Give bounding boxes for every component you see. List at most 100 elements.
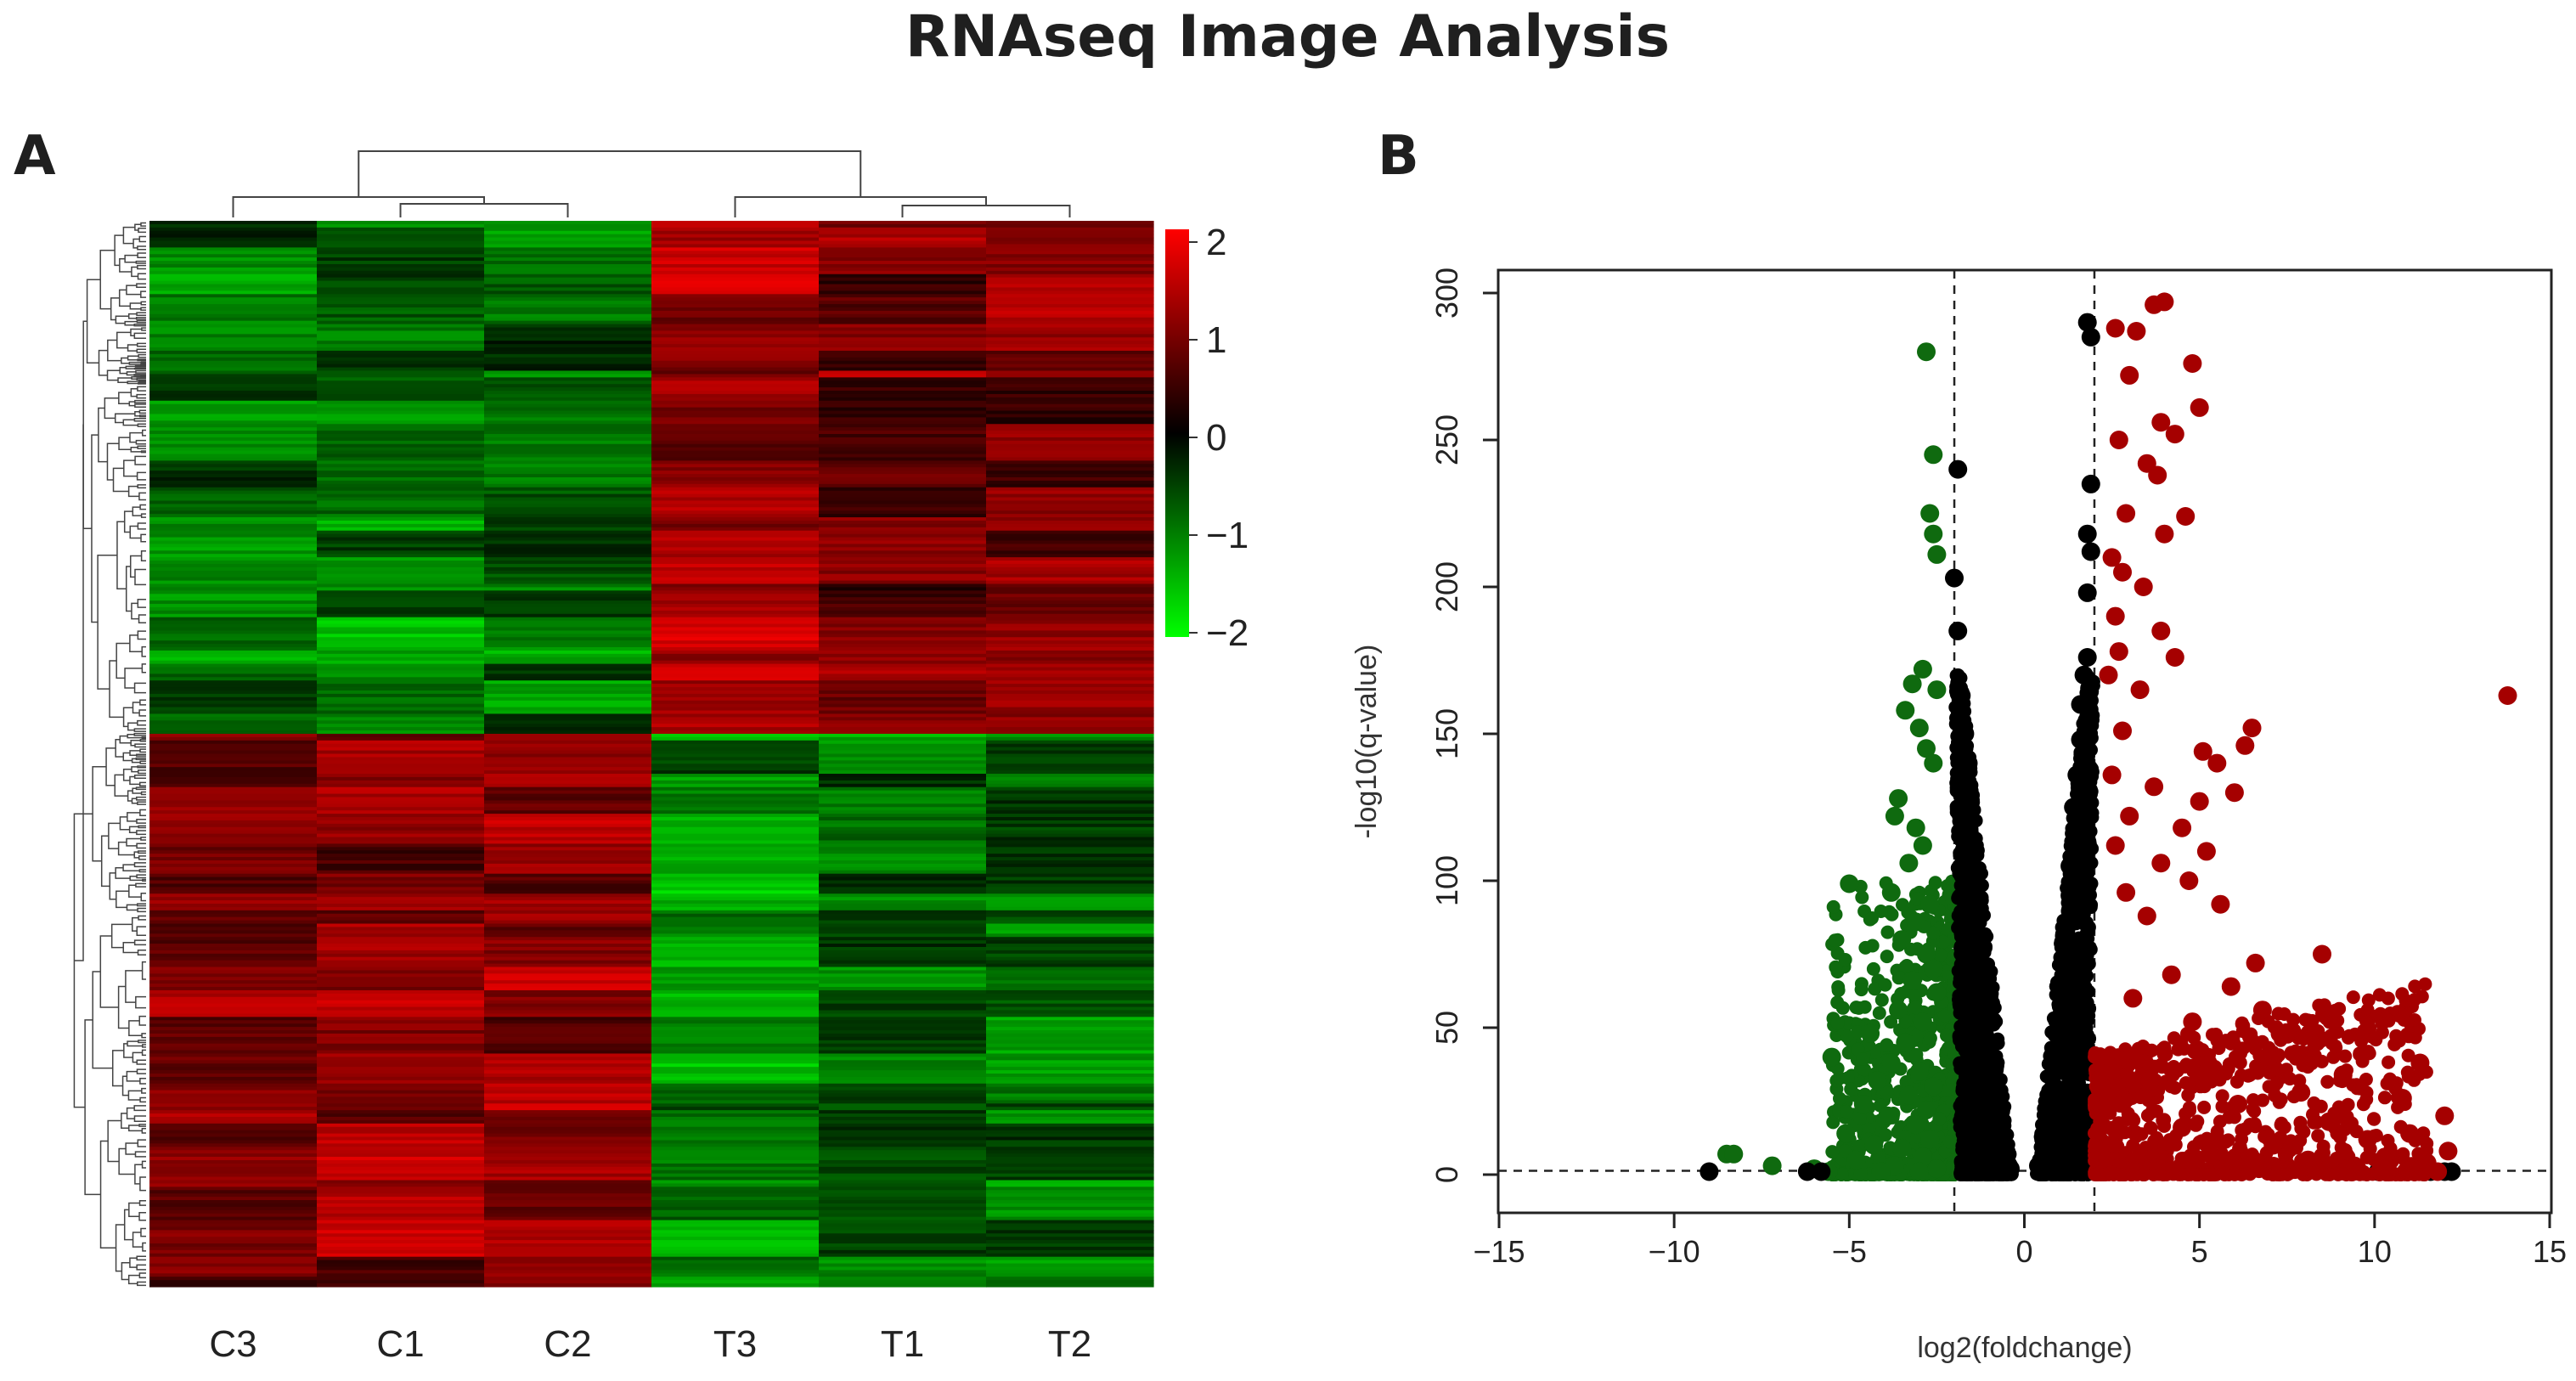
heatmap-cell [986, 393, 1154, 398]
heatmap-cell [149, 454, 318, 459]
heatmap-cell [986, 1223, 1154, 1227]
heatmap-cell [149, 610, 318, 615]
heatmap-cell [819, 507, 987, 511]
heatmap-cell [651, 1053, 820, 1057]
dendrogram-link [139, 699, 146, 706]
heatmap-cell [819, 227, 987, 232]
heatmap-cell [149, 987, 318, 991]
heatmap-cell [651, 916, 820, 922]
heatmap-cell [819, 417, 987, 421]
data-point [1892, 930, 1912, 950]
heatmap-cell [149, 460, 318, 465]
dendrogram-link [126, 837, 141, 847]
heatmap-cell [986, 223, 1154, 228]
heatmap-cell [484, 310, 652, 315]
heatmap-cell [149, 1020, 318, 1024]
heatmap-cell [149, 730, 318, 735]
heatmap-cell [819, 1057, 987, 1061]
heatmap-cell [819, 554, 987, 558]
heatmap-cell [317, 287, 485, 291]
heatmap-cell [149, 504, 318, 508]
heatmap-cell [651, 464, 820, 468]
heatmap-cell [651, 1170, 820, 1175]
heatmap-cell [484, 647, 652, 651]
heatmap-cell [819, 1176, 987, 1181]
heatmap-cell [484, 334, 652, 338]
data-point [1927, 680, 1947, 700]
heatmap-cell [317, 747, 485, 752]
heatmap-cell [317, 234, 485, 239]
heatmap-cell [986, 814, 1154, 818]
heatmap-cell [819, 1090, 987, 1095]
heatmap-cell [651, 933, 820, 938]
heatmap-cell [317, 923, 485, 928]
heatmap-cell [819, 257, 987, 262]
heatmap-cell [651, 897, 820, 901]
heatmap-cell [484, 916, 652, 922]
heatmap-cell [149, 1060, 318, 1064]
heatmap-cell [484, 753, 652, 758]
heatmap-cell [819, 590, 987, 595]
heatmap-cell [484, 391, 652, 395]
heatmap-cell [819, 1067, 987, 1071]
dendrogram-link [140, 222, 146, 227]
heatmap-cell [149, 1277, 318, 1281]
heatmap-cell [819, 1206, 987, 1211]
heatmap-cell [484, 1206, 652, 1211]
heatmap-cell [986, 1000, 1154, 1005]
heatmap-cell [484, 937, 652, 941]
heatmap-cell [484, 1140, 652, 1144]
heatmap-cell [317, 887, 485, 891]
heatmap-cell [819, 850, 987, 854]
heatmap-cell [819, 251, 987, 255]
data-point [1872, 1006, 1886, 1020]
heatmap-cell [819, 727, 987, 731]
heatmap-cell [317, 743, 485, 748]
data-point [1926, 926, 1941, 940]
heatmap-cell [149, 770, 318, 775]
heatmap-cell [819, 684, 987, 688]
heatmap-cell [149, 860, 318, 865]
dendrogram-link [137, 264, 146, 270]
heatmap-cell [317, 1166, 485, 1171]
heatmap-cell [317, 1240, 485, 1244]
heatmap-cell [317, 360, 485, 365]
heatmap-cell [819, 1010, 987, 1014]
heatmap-cell [819, 324, 987, 329]
heatmap-cell [149, 1183, 318, 1187]
dendrogram-link [116, 890, 129, 909]
heatmap-cell [986, 826, 1154, 831]
dendrogram-link [127, 355, 139, 361]
heatmap-cell [819, 261, 987, 265]
dendrogram-link [137, 484, 146, 489]
heatmap-cell [484, 887, 652, 891]
heatmap-cell [986, 730, 1154, 735]
heatmap-cell [484, 280, 652, 285]
heatmap-cell [651, 847, 820, 851]
heatmap-cell [651, 984, 820, 988]
heatmap-cell [149, 717, 318, 721]
heatmap-cell [317, 1070, 485, 1074]
heatmap-cell [149, 247, 318, 251]
heatmap-cell [651, 1280, 820, 1284]
heatmap-cell [986, 774, 1154, 778]
heatmap-cell [986, 561, 1154, 565]
heatmap-cell [317, 780, 485, 785]
heatmap-cell [986, 1200, 1154, 1204]
heatmap-cell [149, 667, 318, 672]
heatmap-cell [986, 504, 1154, 508]
heatmap-cell [986, 866, 1154, 871]
heatmap-cell [149, 1187, 318, 1191]
heatmap-cell [317, 657, 485, 662]
heatmap-cell [986, 1083, 1154, 1088]
dendrogram-link [141, 327, 146, 331]
dendrogram-link [138, 235, 146, 243]
heatmap-cell [819, 873, 987, 878]
dendrogram-link [141, 1087, 146, 1094]
heatmap-cell [819, 1193, 987, 1198]
heatmap-cell [651, 377, 820, 381]
color-key-label: 0 [1206, 417, 1226, 459]
heatmap-column-labels: C3 C1 C2 T3 T1 T2 [209, 1323, 1091, 1365]
dendrogram-link [107, 339, 121, 362]
heatmap-cell [819, 1143, 987, 1147]
